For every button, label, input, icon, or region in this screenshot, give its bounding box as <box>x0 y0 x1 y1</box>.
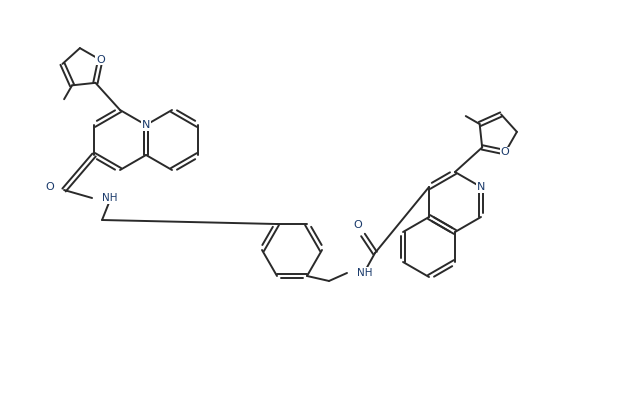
Text: O: O <box>501 147 509 157</box>
Text: O: O <box>46 182 55 192</box>
Text: NH: NH <box>357 268 373 278</box>
Text: N: N <box>477 182 485 192</box>
Text: N: N <box>142 120 150 130</box>
Text: O: O <box>96 55 105 65</box>
Text: NH: NH <box>102 193 118 203</box>
Text: O: O <box>354 220 363 230</box>
